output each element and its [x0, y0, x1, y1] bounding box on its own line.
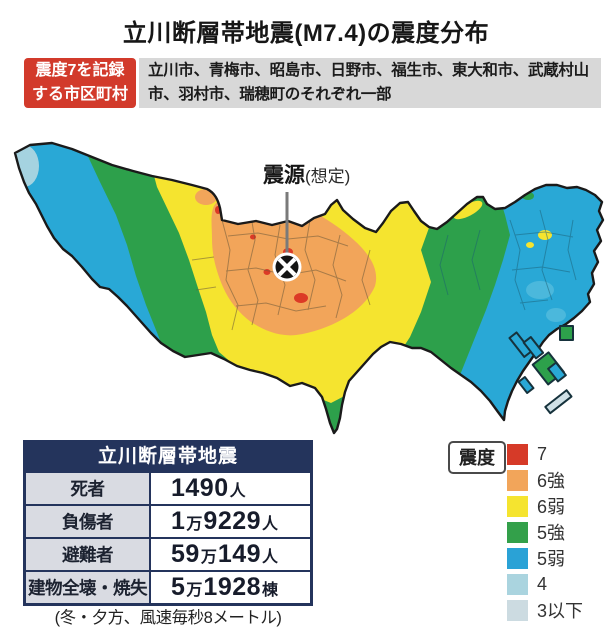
row-value: 59 万 149 人 [171, 540, 279, 568]
legend-swatch [507, 573, 528, 595]
bay-islands [508, 325, 574, 415]
legend-label: 5強 [537, 523, 566, 543]
legend-item: 3以下 [507, 597, 583, 623]
legend-swatch [507, 469, 528, 491]
legend-label: 4 [537, 573, 548, 594]
epicenter-label: 震源(想定) [263, 159, 350, 189]
legend-swatch [507, 495, 528, 517]
row-value: 5 万 1928 棟 [171, 573, 279, 601]
legend-label: 7 [537, 443, 548, 464]
table-footnote: (冬・夕方、風速毎秒8メートル) [54, 609, 282, 627]
epicenter-marker [272, 192, 302, 282]
table-row: 負傷者 1 万 9229 人 [26, 504, 310, 537]
badge-line2: する市区町村 [31, 86, 128, 103]
prefecture-outline [13, 141, 605, 435]
legend-item: 6弱 [507, 493, 583, 519]
legend-swatch [507, 547, 528, 569]
legend-label: 6弱 [537, 497, 566, 517]
table-row: 避難者 59 万 149 人 [26, 537, 310, 570]
legend-swatch [507, 521, 528, 543]
table-row: 建物全壊・焼失 5 万 1928 棟 [26, 570, 310, 603]
intensity-legend: 7 6強 6弱 5強 5弱 4 3以下 [507, 441, 583, 623]
legend-item: 4 [507, 571, 583, 597]
row-label: 死者 [26, 473, 151, 504]
table-row: 死者 1490 人 [26, 471, 310, 504]
legend-label: 5弱 [537, 549, 566, 569]
row-label: 避難者 [26, 539, 151, 570]
legend-label: 3以下 [537, 601, 584, 621]
seismic-intensity-map [0, 140, 612, 440]
tokyo-map-svg [13, 141, 605, 435]
row-label: 建物全壊・焼失 [26, 572, 151, 603]
affected-cities-bar: 立川市、青梅市、昭島市、日野市、福生市、東大和市、武蔵村山市、羽村市、瑞穂町のそ… [139, 58, 601, 108]
row-label: 負傷者 [26, 506, 151, 537]
epicenter-label-main: 震源 [263, 164, 305, 187]
legend-item: 5強 [507, 519, 583, 545]
damage-table: 立川断層帯地震 死者 1490 人 負傷者 1 万 9229 人 避難者 59 万 149 人… [23, 440, 313, 606]
legend-item: 5弱 [507, 545, 583, 571]
badge-line1: 震度7を記録 [35, 62, 125, 79]
legend-title-box: 震度 [448, 441, 506, 474]
legend-swatch [507, 443, 528, 465]
row-value: 1 万 9229 人 [171, 507, 279, 535]
legend-item: 7 [507, 441, 583, 467]
row-value: 1490 人 [171, 474, 246, 502]
legend-label: 6強 [537, 471, 566, 491]
affected-cities-text: 立川市、青梅市、昭島市、日野市、福生市、東大和市、武蔵村山市、羽村市、瑞穂町のそ… [148, 62, 589, 103]
page-title: 立川断層帯地震(M7.4)の震度分布 [122, 20, 490, 47]
legend-swatch [507, 599, 528, 621]
legend-item: 6強 [507, 467, 583, 493]
damage-table-header: 立川断層帯地震 [26, 443, 310, 471]
municipal-borders-east [439, 209, 577, 311]
intensity7-badge: 震度7を記録 する市区町村 [24, 58, 136, 108]
epicenter-label-sub: (想定) [305, 167, 351, 186]
